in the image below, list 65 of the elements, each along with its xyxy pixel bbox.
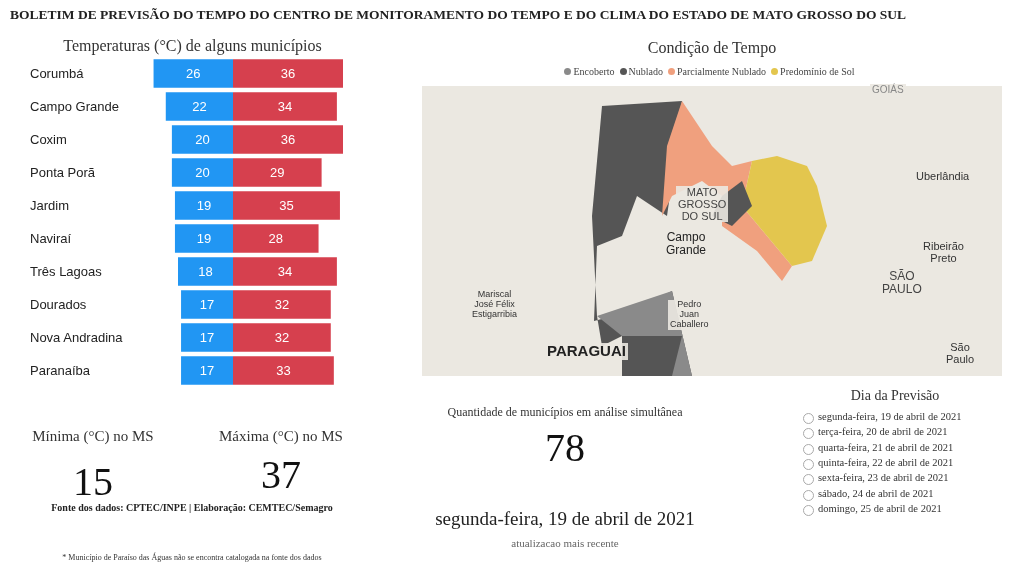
y-tick-label: Naviraí — [30, 231, 72, 246]
data-label: 17 — [199, 330, 215, 345]
category-label: sábado, 24 de abril de 2021 — [818, 487, 934, 499]
data-label: 22 — [192, 99, 207, 114]
text: Campo Grande — [664, 230, 709, 258]
data-label: 29 — [270, 165, 285, 180]
y-tick-label: Coxim — [30, 132, 67, 147]
y-tick-label: Nova Andradina — [30, 330, 124, 345]
data-label: 32 — [274, 297, 290, 312]
category-label: segunda-feira, 19 de abril de 2021 — [818, 411, 962, 422]
text: Uberlândia — [914, 170, 972, 183]
data-label: 34 — [277, 99, 293, 114]
category-label: Mínima (°C) no MS — [31, 428, 155, 445]
text: GOIÁS — [870, 84, 906, 95]
data-label: 17 — [199, 363, 215, 378]
y-tick-label: Campo Grande — [30, 99, 119, 114]
text: Condição de Tempo — [646, 39, 778, 57]
data-label: 37 — [260, 452, 302, 497]
text: atualizacao mais recente — [510, 537, 620, 549]
data-label: 19 — [196, 198, 212, 213]
source-note: Fonte dos dados: CPTEC/INPE | Elaboração: CEMTEC/Semagro — [50, 502, 334, 513]
data-label: 78 — [544, 425, 586, 470]
data-label: 35 — [279, 198, 294, 213]
text: Mariscal José Félix Estigarribia — [470, 289, 520, 320]
category-label: quinta-feira, 22 de abril de 2021 — [818, 456, 954, 468]
text: São Paulo — [944, 341, 977, 366]
text: * Município de Paraíso das Águas não se encontra catalogada na fonte dos dados — [61, 553, 323, 562]
y-tick-label: Ponta Porã — [30, 165, 96, 180]
category-label: Nublado — [627, 66, 663, 77]
category-label: Encoberto — [572, 66, 615, 77]
y-tick-label: Paranaíba — [30, 363, 91, 378]
data-label: 26 — [186, 66, 201, 81]
text: BOLETIM DE PREVISÃO DO TEMPO DO CENTRO DE MONITORAMENTO DO TEMPO E DO CLIMA DO ESTADO DE MATO GROSSO DO SUL — [10, 7, 907, 23]
text: Pedro Juan Caballero — [668, 299, 711, 330]
data-label: 28 — [268, 231, 284, 246]
text: PARAGUAI — [545, 342, 628, 360]
category-label: domingo, 25 de abril de 2021 — [818, 502, 942, 514]
data-label: 17 — [199, 297, 215, 312]
y-tick-label: Corumbá — [30, 66, 85, 81]
category-label: Parcialmente Nublado — [675, 66, 767, 77]
text: Dia da Previsão — [849, 388, 941, 404]
data-label: 18 — [198, 264, 213, 279]
text: MATO GROSSO DO SUL — [676, 186, 729, 223]
data-label: 36 — [280, 66, 296, 81]
category-label: quarta-feira, 21 de abril de 2021 — [818, 441, 954, 453]
y-tick-label: Jardim — [30, 198, 70, 213]
category-label: Quantidade de municípios em análise simultânea — [446, 405, 684, 420]
data-label: 36 — [280, 132, 296, 147]
y-tick-label: Dourados — [30, 297, 87, 312]
category-label: sexta-feira, 23 de abril de 2021 — [818, 472, 949, 484]
y-tick-label: Três Lagoas — [30, 264, 103, 279]
data-label: 15 — [72, 459, 114, 504]
chart-subtitle: Temperaturas (°C) de alguns municípios — [62, 37, 323, 55]
text: SÃO PAULO — [880, 269, 924, 297]
category-label: Predomínio de Sol — [779, 66, 855, 77]
text: Ribeirão Preto — [921, 240, 966, 265]
data-label: 20 — [195, 165, 210, 180]
text: segunda-feira, 19 de abril de 2021 — [434, 508, 696, 530]
data-label: 19 — [196, 231, 212, 246]
category-label: terça-feira, 20 de abril de 2021 — [818, 426, 948, 438]
data-label: 32 — [274, 330, 290, 345]
category-label: Máxima (°C) no MS — [218, 428, 344, 445]
data-label: 34 — [277, 264, 293, 279]
data-label: 33 — [276, 363, 291, 378]
data-label: 20 — [195, 132, 210, 147]
